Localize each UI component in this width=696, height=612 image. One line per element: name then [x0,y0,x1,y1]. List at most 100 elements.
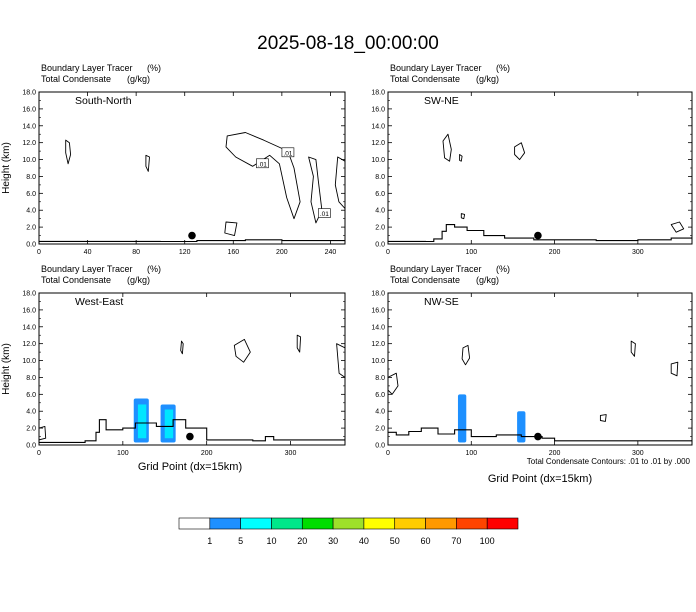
condensate-contour [599,414,607,422]
y-tick-label: 4.0 [26,409,36,416]
condensate-contour [460,213,466,220]
condensate-contour [630,340,636,357]
y-tick-label: 8.0 [375,174,385,181]
y-tick-label: 0.0 [375,242,385,249]
y-tick-label: 14.0 [22,123,36,130]
y-tick-label: 0.0 [26,242,36,249]
figure-title: 2025-08-18_00:00:00 [257,33,439,54]
y-tick-label: 12.0 [22,140,36,147]
x-tick-label: 240 [325,249,337,256]
condensate-contour [225,132,301,220]
subtitle-var1: Boundary Layer Tracer [390,264,482,274]
terrain-line [39,419,345,444]
tracer-fill [457,394,467,443]
x-tick-label: 0 [37,450,41,457]
plot-area [388,340,692,443]
y-tick-label: 12.0 [371,341,385,348]
y-tick-label: 14.0 [22,324,36,331]
location-marker [534,432,542,441]
y-tick-label: 2.0 [375,426,385,433]
condensate-contour [39,425,47,441]
subtitle-var1: Boundary Layer Tracer [390,63,482,73]
panel-frame [38,91,346,245]
plot-area: .01 .01 .01 [39,132,345,243]
condensate-contour [336,343,345,378]
panel-frame [38,292,346,446]
x-axis-label-right: Grid Point (dx=15km) [488,473,592,485]
colorbar: 1 5 10 20 30 40 50 60 70 100 [178,517,519,546]
y-tick-label: 18.0 [371,291,385,298]
contour-label: .01 [320,211,329,218]
tracer-fill-inner [137,404,147,439]
y-tick-label: 6.0 [375,392,385,399]
subtitle-unit2: (g/kg) [127,275,150,285]
colorbar-label: 100 [480,536,495,546]
y-tick-label: 0.0 [375,443,385,450]
panel-nw-se: Boundary Layer Tracer (%) Total Condensate… [371,264,693,457]
colorbar-label: 30 [328,536,338,546]
subtitle-var1: Boundary Layer Tracer [41,264,133,274]
condensate-contour [180,340,184,355]
tracer-fill [517,411,526,443]
y-tick-label: 6.0 [26,392,36,399]
condensate-contour [334,156,345,209]
colorbar-label: 60 [421,536,431,546]
x-tick-label: 100 [465,249,477,256]
condensate-contour [442,133,452,162]
colorbar-segment [240,517,272,530]
location-marker [188,231,196,240]
y-tick-label: 10.0 [371,358,385,365]
colorbar-segment [178,517,211,530]
subtitle-var2: Total Condensate [390,275,460,285]
x-tick-label: 0 [37,249,41,256]
x-tick-label: 80 [132,249,140,256]
terrain-line [39,239,345,243]
panel-south-north: Boundary Layer Tracer (%) Total Condensate… [1,63,346,256]
subtitle-unit2: (g/kg) [476,74,499,84]
x-tick-label: 160 [227,249,239,256]
x-tick-label: 200 [549,450,561,457]
y-tick-label: 16.0 [371,307,385,314]
y-tick-label: 2.0 [26,225,36,232]
contour-label-box [281,147,295,158]
colorbar-label: 10 [266,536,276,546]
location-marker [534,231,542,240]
y-axis-label: Height (km) [1,142,12,194]
panel-label: NW-SE [424,296,459,308]
colorbar-segment [271,517,303,530]
panel-frame [387,91,693,245]
location-marker [186,432,194,441]
y-tick-label: 4.0 [26,208,36,215]
condensate-contour [670,221,685,233]
x-tick-label: 300 [632,249,644,256]
y-tick-label: 12.0 [22,341,36,348]
panel-label: South-North [75,95,132,107]
colorbar-segment [486,517,519,530]
colorbar-segment [332,517,365,530]
y-tick-label: 16.0 [22,307,36,314]
contour-label-box [256,158,269,169]
condensate-contour [388,372,399,395]
y-axis-label: Height (km) [1,343,12,395]
x-axis-label-left: Grid Point (dx=15km) [138,461,242,473]
colorbar-label: 50 [390,536,400,546]
subtitle-var2: Total Condensate [41,275,111,285]
subtitle-var1: Boundary Layer Tracer [41,63,133,73]
x-tick-label: 200 [201,450,213,457]
y-tick-label: 10.0 [22,358,36,365]
y-tick-label: 14.0 [371,324,385,331]
contour-label: .01 [258,161,267,168]
subtitle-unit2: (g/kg) [127,74,150,84]
condensate-contour [296,334,302,353]
colorbar-segment [301,517,334,530]
y-tick-label: 18.0 [371,90,385,97]
tracer-fill-inner [164,409,174,439]
y-tick-label: 6.0 [26,191,36,198]
y-tick-label: 8.0 [26,174,36,181]
x-tick-label: 300 [285,450,297,457]
footer-note: Total Condensate Contours: .01 to .01 by… [527,457,691,466]
panel-west-east: Boundary Layer Tracer (%) Total Condensate… [1,264,346,457]
contour-label: .01 [283,150,292,157]
condensate-contour [459,154,463,162]
